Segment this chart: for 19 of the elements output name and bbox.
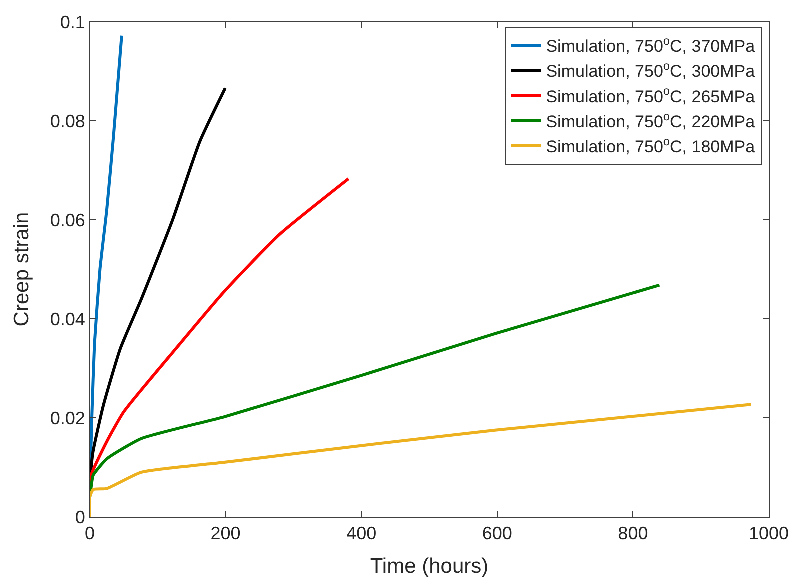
legend-label: Simulation, 750$^{o}$C, 300MPa	[546, 59, 756, 82]
x-tick-label: 1000	[748, 524, 790, 544]
legend-label: Simulation, 750$^{o}$C, 220MPa	[546, 109, 756, 132]
y-tick-label: 0.08	[50, 111, 86, 132]
x-axis-title: Time (hours)	[370, 554, 489, 578]
y-tick-label: 0	[75, 507, 86, 528]
legend-label: Simulation, 750$^{o}$C, 370MPa	[546, 34, 756, 56]
x-tick-label: 600	[482, 524, 512, 544]
y-tick-label: 0.04	[50, 309, 86, 330]
y-axis-title: Creep strain	[10, 212, 34, 327]
y-tick-label: 0.02	[50, 408, 86, 428]
legend-label: Simulation, 750$^{o}$C, 265MPa	[546, 84, 756, 106]
y-tick-label: 0.06	[50, 210, 86, 230]
x-tick-label: 800	[618, 524, 648, 544]
y-tick-label: 0.1	[60, 12, 86, 32]
legend-label: Simulation, 750$^{o}$C, 180MPa	[546, 134, 756, 157]
x-tick-label: 400	[346, 524, 377, 544]
x-tick-label: 200	[210, 524, 241, 544]
line-series	[90, 403, 753, 517]
